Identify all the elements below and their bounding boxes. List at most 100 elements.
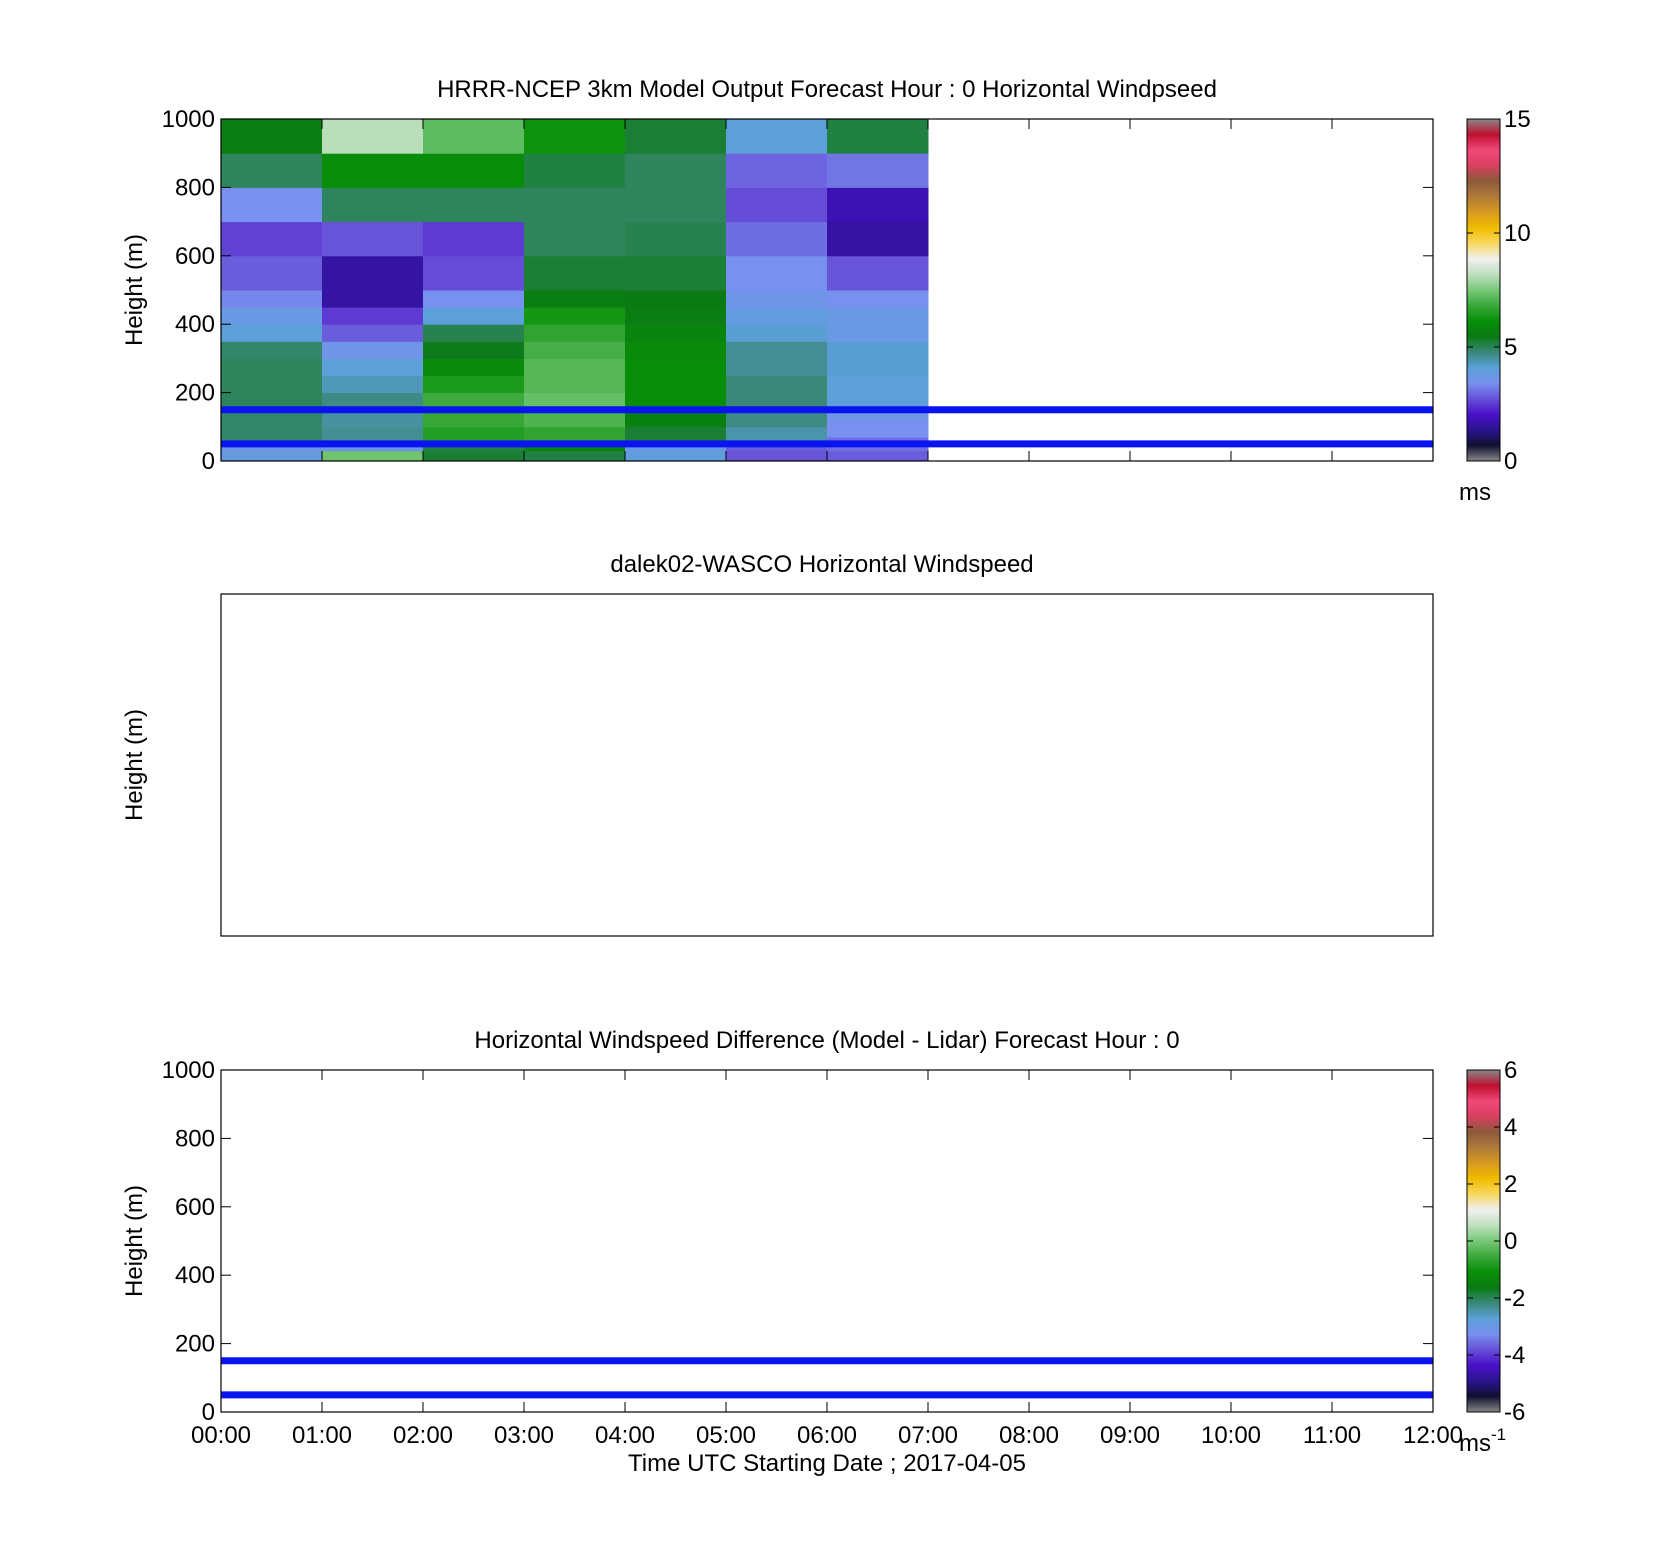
panel-lidar: dalek02-WASCO Horizontal Windspeed 02004… [121,551,1525,1457]
x-tick-label: 04:00 [595,1422,655,1449]
heatmap-cell [827,307,929,342]
heatmap-cell [221,290,323,308]
heatmap-cell [827,341,929,376]
heatmap-cell [322,255,424,308]
heatmap-cell [625,1327,727,1362]
heatmap-cell [423,1309,525,1361]
heatmap-cell [423,153,525,188]
heatmap-cell [322,341,424,359]
y-tick-label: 200 [175,380,215,407]
heatmap-cell [625,187,727,223]
y-axis-label: Height (m) [121,234,148,346]
heatmap-cell [827,450,929,461]
colorbar: -6 -4 -2 0 2 4 6 ms-1 [1459,1057,1525,1457]
heatmap-cell [726,307,828,325]
y-tick-label: 0 [202,448,215,475]
heatmap-cell [322,443,424,452]
heatmap-cell [726,221,828,257]
heatmap-cell [221,358,323,411]
heatmap-cell [322,375,424,394]
heatmap-cell [524,290,626,308]
heatmap-cell [827,420,929,438]
heatmap-cell [524,1309,626,1361]
heatmap-cell [827,153,929,188]
heatmap-cell [827,1327,929,1362]
heatmap-cells [221,1265,929,1396]
heatmap-cell [423,1289,525,1296]
heatmap-cell [423,341,525,359]
heatmap-cell [322,1344,424,1358]
heatmap-cell [625,153,727,188]
heatmap-cell [322,1378,424,1392]
heatmap-cell [221,1378,323,1392]
heatmap-cell [423,409,525,428]
heatmap-cell [827,409,929,421]
reference-lines [221,1357,1433,1399]
colorbar-tick-label: 2 [1504,1171,1517,1198]
heatmap-cell [322,392,424,411]
heatmap-cell [423,443,525,452]
x-tick-label: 07:00 [898,1422,958,1449]
colorbar-unit-base: ms [1459,1430,1491,1457]
y-tick-label: 1000 [162,106,215,133]
heatmap-cell [726,1265,828,1276]
colorbar-unit: ms [1459,479,1491,506]
heatmap-cell [221,1303,323,1327]
heatmap-cell [625,358,727,411]
heatmap-cell [726,1275,828,1293]
heatmap-cell [524,1289,626,1296]
heatmap-cell [322,1282,424,1310]
colorbar-tick-label: 6 [1504,1057,1517,1084]
heatmap-cell [423,255,525,291]
x-tick-label: 12:00 [1403,1422,1463,1449]
heatmap-cell [322,153,424,188]
y-axis: 0 200 400 600 800 1000 [162,1057,1433,1426]
heatmap-cell [726,153,828,188]
y-tick-label: 400 [175,311,215,338]
y-axis-label: Height (m) [121,1185,148,1297]
colorbar-unit: ms-1 [1459,1425,1506,1457]
y-tick-label: 0 [202,1399,215,1426]
heatmap-cell [625,341,727,359]
heatmap-cell [423,358,525,376]
heatmap-cell [322,187,424,223]
heatmap-cell [726,187,828,223]
heatmap-cell [221,1327,323,1362]
y-tick-label: 600 [175,1194,215,1221]
heatmap-cell [322,1309,424,1327]
x-ticks: 00:00 01:00 02:00 03:00 04:00 05:00 06:00 07:00… [191,1070,1463,1449]
x-axis-label: Time UTC Starting Date ; 2017-04-05 [628,1450,1026,1477]
y-tick-label: 1000 [162,1057,215,1084]
heatmap-cell [221,153,323,188]
heatmap-cell [423,221,525,257]
heatmap-cell [625,290,727,308]
heatmap-cell [423,392,525,411]
heatmap-cell [726,119,828,154]
heatmap-cell [625,119,727,154]
heatmap-cell [221,341,323,359]
x-tick-label: 00:00 [191,1422,251,1449]
heatmap-cell [625,1282,727,1300]
heatmap-cell [625,1361,727,1396]
heatmap-cell [221,443,323,452]
heatmap-cell [625,443,727,452]
heatmap-cell [221,409,323,445]
colorbar-unit-exponent: -1 [1491,1425,1506,1444]
heatmap-cell [524,153,626,188]
heatmap-cell [726,409,828,428]
heatmap-cell [221,324,323,342]
heatmap-cell [524,307,626,325]
heatmap-cell [726,1327,828,1362]
heatmap-cell [726,1292,828,1327]
plot-frame [220,1069,1434,1413]
heatmap-cell [524,392,626,411]
heatmap-cell [625,426,727,445]
panel-model-output: HRRR-NCEP 3km Model Output Forecast Hour… [121,76,1531,506]
colorbar-ramp [1466,118,1501,462]
x-tick-label: 10:00 [1201,1422,1261,1449]
heatmap-cell [827,221,929,257]
heatmap-cell [524,119,626,154]
heatmap-cell [322,1279,424,1283]
y-tick-label: 800 [175,1125,215,1152]
